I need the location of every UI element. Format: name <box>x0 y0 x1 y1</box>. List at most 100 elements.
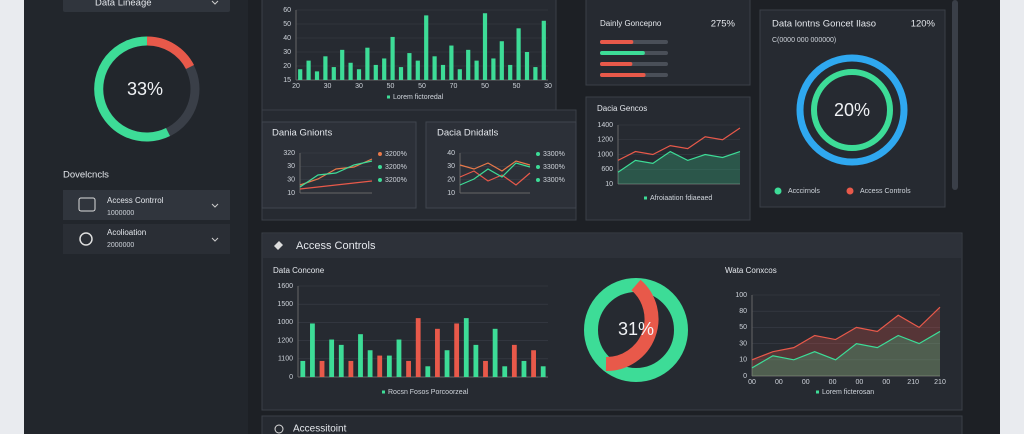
y-tick-label: 320 <box>283 150 295 157</box>
panel <box>759 9 946 208</box>
donut-label: 31% <box>618 319 654 339</box>
item[interactable] <box>63 224 230 254</box>
x-tick-label: 210 <box>934 379 946 386</box>
header-icon <box>274 424 284 434</box>
panel-title: Dania Gnionts <box>272 128 332 139</box>
legend-label: Afroiaation fdiaeaed <box>650 195 712 202</box>
line <box>751 330 941 369</box>
bar <box>396 339 402 377</box>
item-title: Acolioation <box>107 228 146 237</box>
x-tick-label: 30 <box>324 83 332 90</box>
bar <box>314 71 320 80</box>
bar <box>306 60 311 80</box>
bar <box>511 344 517 377</box>
panel-value: 275% <box>711 19 736 30</box>
dropdown[interactable] <box>63 0 230 12</box>
bar <box>348 62 353 80</box>
item[interactable] <box>63 190 230 220</box>
x-tick-label: 00 <box>802 379 810 386</box>
donut-red <box>605 279 659 372</box>
chevron <box>211 237 219 242</box>
item-sub: 1000000 <box>107 210 134 217</box>
y-tick-label: 30 <box>739 340 747 347</box>
x-tick-label: 30 <box>544 83 552 90</box>
bar <box>516 28 521 80</box>
y-tick-label: 10 <box>287 190 295 197</box>
chevron <box>211 203 219 208</box>
legend-swatch <box>382 390 385 394</box>
bar <box>406 360 411 377</box>
chart-title: Data Concone <box>273 266 325 275</box>
line <box>459 162 531 186</box>
bar <box>474 60 479 80</box>
bar <box>319 360 325 377</box>
bar <box>466 49 471 80</box>
line <box>299 180 373 190</box>
y-tick-label: 1000 <box>597 151 613 158</box>
item-icon <box>78 197 96 212</box>
legend-label: Access Controls <box>860 188 911 195</box>
x-tick-label: 50 <box>513 83 521 90</box>
y-tick-label: 30 <box>283 49 291 56</box>
area <box>752 331 940 376</box>
y-tick-label: 60 <box>283 7 291 14</box>
y-tick-label: 1200 <box>277 337 293 344</box>
panel-title: Data lontns Goncet Ilaso <box>772 19 876 30</box>
x-tick-label: 00 <box>829 379 837 386</box>
legend-dot <box>774 187 782 195</box>
y-tick-label: 1000 <box>277 319 293 326</box>
bar <box>365 47 370 80</box>
bar <box>440 64 446 80</box>
bar <box>531 350 536 377</box>
panel-title: Dainly Goncepno <box>600 19 662 28</box>
bar <box>541 20 546 80</box>
bar <box>483 360 488 377</box>
legend-label: 3200% <box>385 177 407 184</box>
bar <box>298 69 303 80</box>
y-tick-label: 0 <box>289 374 293 381</box>
bar <box>533 67 538 80</box>
scrollbar[interactable] <box>952 0 958 190</box>
bar <box>329 339 335 377</box>
legend-dot <box>536 152 540 156</box>
y-tick-label: 80 <box>739 308 747 315</box>
x-tick-label: 00 <box>856 379 864 386</box>
legend-dot <box>536 178 540 182</box>
panel-title: Dacia Gencos <box>597 104 647 113</box>
x-tick-label: 50 <box>481 83 489 90</box>
y-tick-label: 100 <box>735 292 747 299</box>
bar <box>373 64 378 80</box>
legend-dot <box>378 178 382 182</box>
bar <box>457 69 462 80</box>
y-tick-label: 20 <box>283 63 291 70</box>
bar <box>386 355 392 377</box>
y-tick-label: 1100 <box>278 356 293 363</box>
legend-dot <box>536 165 540 169</box>
line <box>617 127 741 161</box>
legend-label: Lorem ficterosan <box>822 389 874 396</box>
x-tick-label: 30 <box>355 83 363 90</box>
bar <box>449 45 454 80</box>
y-tick-label: 30 <box>447 163 455 170</box>
bar <box>348 360 354 377</box>
x-tick-label: 00 <box>748 379 756 386</box>
y-tick-label: 30 <box>287 163 295 170</box>
legend-swatch <box>644 196 647 200</box>
bar <box>482 13 488 81</box>
line <box>299 160 373 188</box>
panel <box>585 96 751 221</box>
panel <box>261 232 963 411</box>
bar <box>508 64 513 80</box>
x-tick-label: 50 <box>418 83 426 90</box>
bar <box>310 323 315 377</box>
bar <box>432 56 437 80</box>
bar <box>338 344 344 377</box>
y-tick-label: 10 <box>447 190 455 197</box>
bar <box>424 15 429 81</box>
bar <box>521 360 527 377</box>
panel-sub: C(0000 000 000000) <box>772 37 836 44</box>
legend-label: Lorem fictoredal <box>393 94 444 101</box>
bar <box>377 355 383 377</box>
bar <box>454 323 460 377</box>
